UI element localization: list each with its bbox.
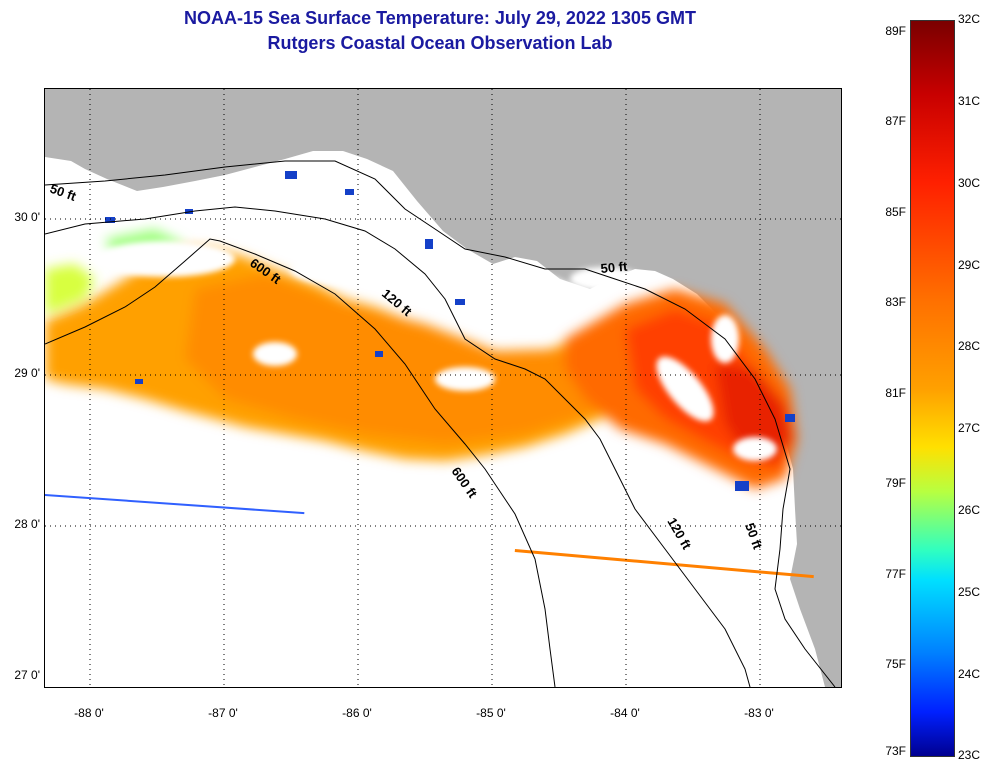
lon-label-88: -88 0' [74,706,104,720]
colorbar-c-label: 32C [958,12,981,26]
lat-label-27: 27 0' [14,668,40,682]
lat-label-29: 29 0' [14,366,40,380]
contour-600ft [45,238,556,687]
cloud-mask [95,241,777,461]
contour-label: 120 ft [664,515,694,552]
land-mass [45,89,841,687]
lon-label-83: -83 0' [744,706,774,720]
colorbar-f-label: 85F [885,205,906,219]
colorbar-c-label: 25C [958,585,981,599]
contour-label: 50 ft [600,259,629,276]
contour-50ft [45,160,836,687]
colorbar-f-label: 75F [885,657,906,671]
contour-label: 50 ft [48,181,79,204]
contour-120ft [45,206,751,687]
colorbar-f-label: 83F [885,295,906,309]
lon-label-87: -87 0' [208,706,238,720]
lon-label-84: -84 0' [610,706,640,720]
colorbar-c-label: 28C [958,339,981,353]
map-title: NOAA-15 Sea Surface Temperature: July 29… [184,8,696,28]
temperature-colorbar [910,20,955,757]
colorbar-f-label: 87F [885,114,906,128]
colorbar-f-label: 81F [885,386,906,400]
colorbar-c-label: 27C [958,421,981,435]
colorbar-c-label: 29C [958,258,981,272]
map-canvas: 50 ft 600 ft 120 ft 50 ft 600 ft 120 ft … [45,89,841,687]
colorbar-f-label: 89F [885,24,906,38]
colorbar-c-label: 23C [958,748,981,762]
colorbar-f-label: 79F [885,476,906,490]
lon-label-85: -85 0' [476,706,506,720]
sst-map: 50 ft 600 ft 120 ft 50 ft 600 ft 120 ft … [44,88,842,688]
colorbar-f-label: 77F [885,567,906,581]
bathymetry-contours [45,160,836,687]
contour-label: 600 ft [449,464,481,501]
lat-label-28: 28 0' [14,517,40,531]
colorbar-c-label: 26C [958,503,981,517]
colorbar-c-label: 31C [958,94,981,108]
swath-edge [514,549,814,579]
lon-label-86: -86 0' [342,706,372,720]
map-subtitle: Rutgers Coastal Ocean Observation Lab [267,33,613,53]
colorbar-f-label: 73F [885,744,906,758]
lat-label-30: 30 0' [14,210,40,224]
swath-edge-blue [45,494,305,515]
colorbar-c-label: 24C [958,667,981,681]
colorbar-c-label: 30C [958,176,981,190]
